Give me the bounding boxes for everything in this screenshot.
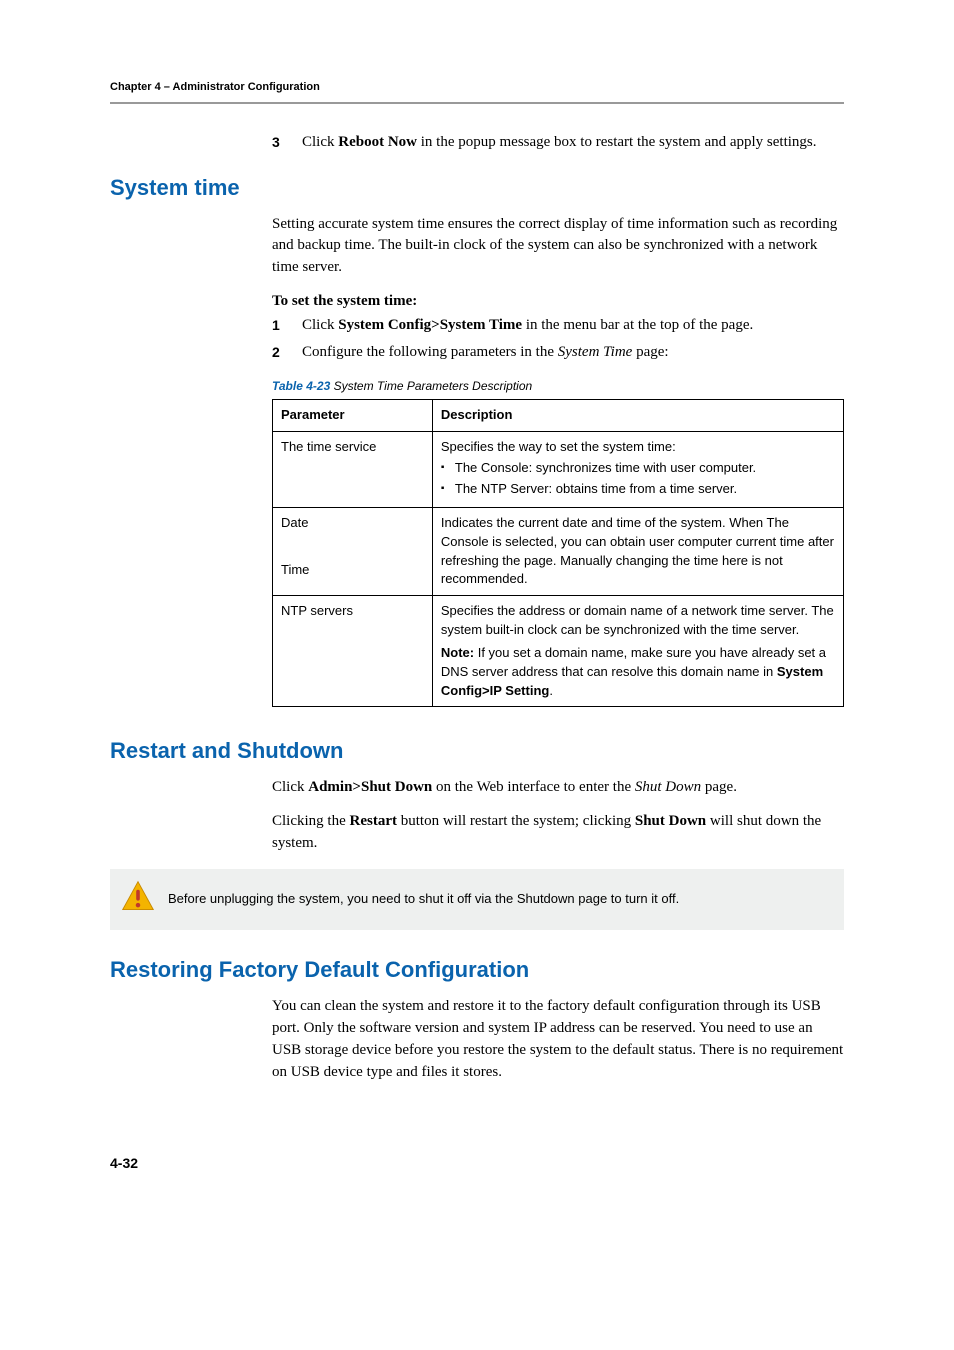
paragraph: Setting accurate system time ensures the…: [272, 214, 844, 279]
step-1: 1 Click System Config>System Time in the…: [272, 315, 844, 337]
bold-text: Admin>Shut Down: [308, 779, 432, 795]
chapter-header: Chapter 4 – Administrator Configuration: [110, 80, 844, 96]
col-description: Description: [432, 400, 843, 432]
text: button will restart the system; clicking: [397, 813, 635, 829]
list-item: The NTP Server: obtains time from a time…: [441, 480, 835, 499]
table-header-row: Parameter Description: [273, 400, 844, 432]
system-time-params-table: Parameter Description The time service S…: [272, 399, 844, 707]
bold-text: Shut Down: [635, 813, 706, 829]
step-text: Click Reboot Now in the popup message bo…: [302, 132, 844, 154]
procedure-lead: To set the system time:: [272, 291, 844, 313]
param-cell: Time: [273, 547, 433, 596]
text: on the Web interface to enter the: [432, 779, 635, 795]
section-heading-restore: Restoring Factory Default Configuration: [110, 954, 844, 986]
text: Click: [272, 779, 308, 795]
table-caption: Table 4-23 System Time Parameters Descri…: [272, 378, 844, 395]
italic-text: Shut Down: [635, 779, 701, 795]
table-row: The time service Specifies the way to se…: [273, 432, 844, 508]
step-number: 3: [272, 132, 302, 154]
bold-text: System Config>System Time: [338, 317, 522, 333]
list-item: The Console: synchronizes time with user…: [441, 459, 835, 478]
desc-cell: Specifies the way to set the system time…: [432, 432, 843, 508]
bold-text: Restart: [350, 813, 397, 829]
desc-lead: Specifies the way to set the system time…: [441, 439, 676, 454]
section-heading-restart: Restart and Shutdown: [110, 735, 844, 767]
step-text: Configure the following parameters in th…: [302, 342, 844, 364]
text: Click: [302, 317, 338, 333]
bold-text: Reboot Now: [338, 134, 417, 150]
header-rule: [110, 102, 844, 104]
text: .: [549, 683, 553, 698]
text: Configure the following parameters in th…: [302, 344, 558, 360]
bullet-list: The Console: synchronizes time with user…: [441, 459, 835, 499]
desc-cell: Specifies the address or domain name of …: [432, 596, 843, 707]
desc-cell: Indicates the current date and time of t…: [432, 507, 843, 595]
caption-lead: Table 4-23: [272, 379, 330, 393]
italic-text: System Time: [558, 344, 633, 360]
param-cell: Date: [273, 507, 433, 546]
table-row: NTP servers Specifies the address or dom…: [273, 596, 844, 707]
section-heading-system-time: System time: [110, 172, 844, 204]
step-3: 3 Click Reboot Now in the popup message …: [272, 132, 844, 154]
note-line: Note: If you set a domain name, make sur…: [441, 644, 835, 701]
text: page.: [701, 779, 737, 795]
text: in the popup message box to restart the …: [417, 134, 817, 150]
caption-rest: System Time Parameters Description: [330, 379, 532, 393]
text: page:: [632, 344, 668, 360]
paragraph: Click Admin>Shut Down on the Web interfa…: [272, 777, 844, 799]
note-rest: If you set a domain name, make sure you …: [441, 645, 826, 679]
step-number: 1: [272, 315, 302, 337]
warning-icon: [120, 879, 156, 921]
step-number: 2: [272, 342, 302, 364]
note-lead: Note:: [441, 645, 474, 660]
step-text: Click System Config>System Time in the m…: [302, 315, 844, 337]
param-cell: The time service: [273, 432, 433, 508]
param-cell: NTP servers: [273, 596, 433, 707]
desc-part: Specifies the address or domain name of …: [441, 602, 835, 640]
paragraph: You can clean the system and restore it …: [272, 996, 844, 1083]
note-text: Before unplugging the system, you need t…: [168, 890, 679, 909]
text: Clicking the: [272, 813, 350, 829]
col-parameter: Parameter: [273, 400, 433, 432]
step-2: 2 Configure the following parameters in …: [272, 342, 844, 364]
warning-note: Before unplugging the system, you need t…: [110, 869, 844, 931]
paragraph: Clicking the Restart button will restart…: [272, 811, 844, 855]
page-number: 4-32: [110, 1153, 844, 1173]
text: in the menu bar at the top of the page.: [522, 317, 753, 333]
text: Click: [302, 134, 338, 150]
table-row: Date Indicates the current date and time…: [273, 507, 844, 546]
